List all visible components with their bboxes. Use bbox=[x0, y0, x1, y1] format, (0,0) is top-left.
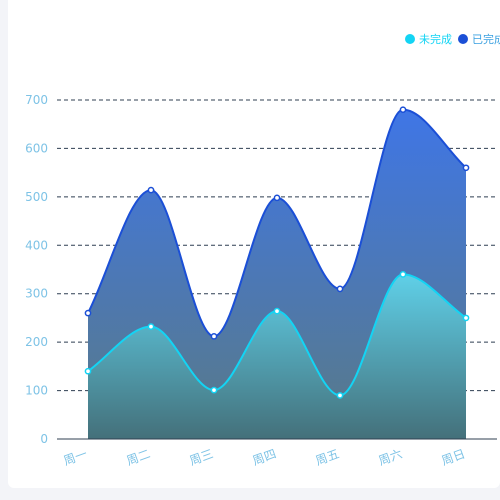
data-point[interactable] bbox=[462, 314, 470, 322]
x-tick-label: 周日 bbox=[440, 447, 467, 468]
data-point[interactable] bbox=[210, 332, 218, 340]
legend-marker[interactable] bbox=[458, 34, 468, 44]
y-tick-label: 600 bbox=[25, 141, 48, 155]
y-tick-label: 0 bbox=[40, 432, 48, 446]
data-point[interactable] bbox=[210, 386, 218, 394]
x-tick-label: 周六 bbox=[377, 447, 404, 468]
x-tick-label: 周五 bbox=[314, 447, 341, 468]
y-tick-label: 200 bbox=[25, 335, 48, 349]
series-area bbox=[88, 274, 466, 439]
x-tick-label: 周一 bbox=[62, 447, 89, 468]
legend-label[interactable]: 已完成 bbox=[472, 32, 500, 46]
data-point[interactable] bbox=[147, 186, 155, 194]
data-point[interactable] bbox=[273, 307, 281, 315]
y-tick-label: 500 bbox=[25, 190, 48, 204]
data-point[interactable] bbox=[399, 270, 407, 278]
data-point[interactable] bbox=[399, 106, 407, 114]
x-tick-label: 周二 bbox=[125, 447, 152, 468]
legend-marker[interactable] bbox=[405, 34, 415, 44]
data-point[interactable] bbox=[84, 309, 92, 317]
data-point[interactable] bbox=[462, 164, 470, 172]
data-point[interactable] bbox=[84, 367, 92, 375]
legend-label[interactable]: 未完成 bbox=[419, 32, 452, 46]
y-tick-label: 300 bbox=[25, 287, 48, 301]
y-tick-label: 400 bbox=[25, 238, 48, 252]
x-tick-label: 周四 bbox=[251, 447, 278, 468]
y-tick-label: 100 bbox=[25, 384, 48, 398]
x-tick-label: 周三 bbox=[188, 447, 215, 468]
y-tick-label: 700 bbox=[25, 93, 48, 107]
data-point[interactable] bbox=[273, 194, 281, 202]
data-point[interactable] bbox=[336, 392, 344, 399]
data-point[interactable] bbox=[147, 323, 155, 330]
data-point[interactable] bbox=[336, 285, 344, 293]
